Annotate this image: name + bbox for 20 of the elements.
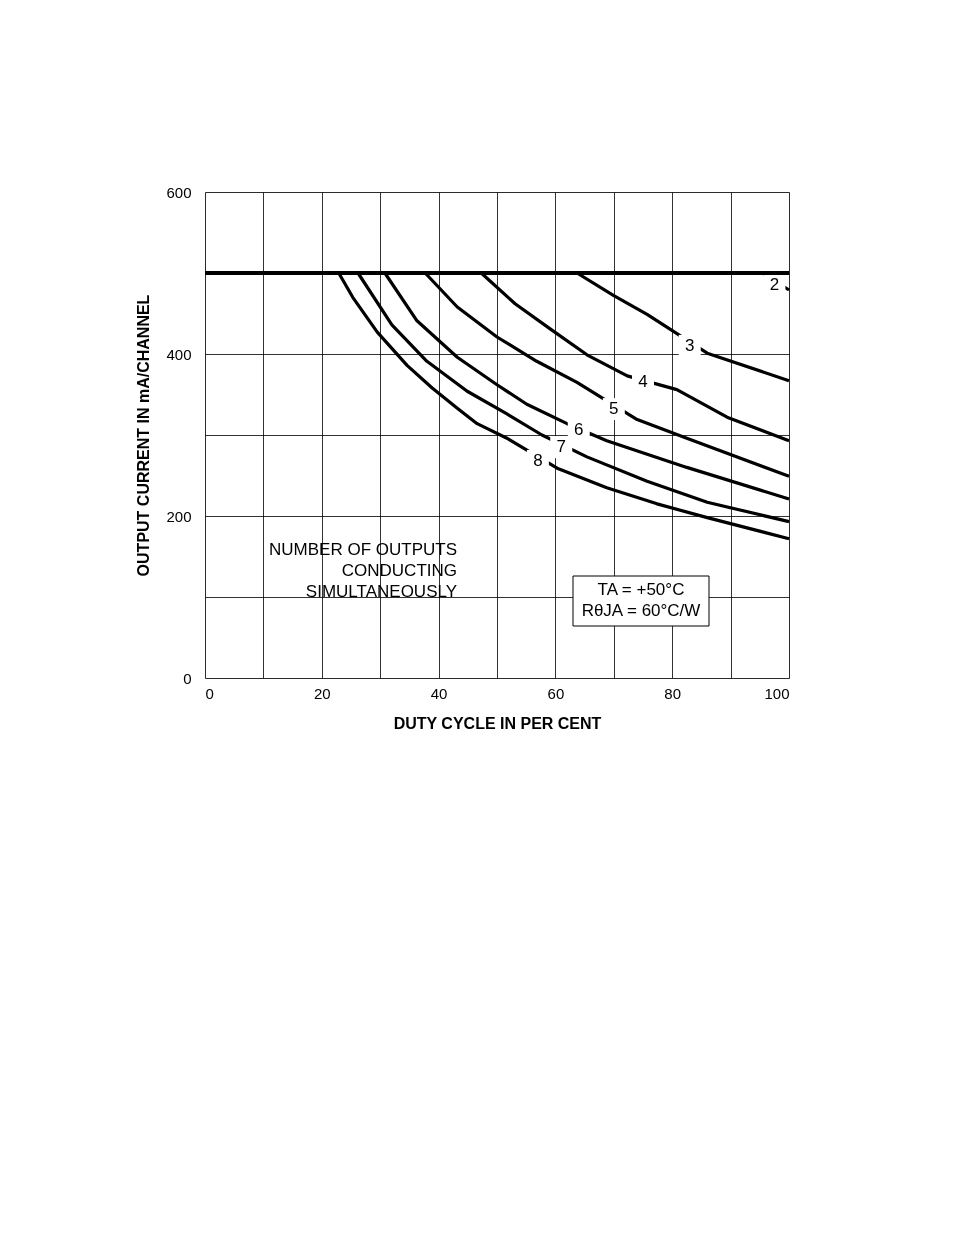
y-tick-label: 600	[166, 183, 192, 201]
x-axis-title: DUTY CYCLE IN PER CENT	[393, 714, 602, 732]
annotation: TA = +50°C RθJA = 60°C/W	[581, 580, 701, 620]
y-tick-label: 200	[166, 507, 192, 525]
x-tick-label: 100	[764, 684, 790, 702]
annotation: 3	[684, 335, 695, 355]
annotation: 8	[533, 450, 543, 470]
x-tick-label: 20	[313, 684, 331, 702]
y-axis-title: OUTPUT CURRENT IN mA/CHANNEL	[135, 294, 153, 577]
annotation: 7	[556, 437, 566, 457]
x-tick-label: 40	[430, 684, 448, 702]
y-tick-label: 0	[183, 669, 192, 687]
annotation: 2	[769, 275, 780, 295]
x-tick-label: 0	[205, 684, 214, 702]
x-tick-label: 60	[547, 684, 565, 702]
annotation: 6	[574, 420, 584, 440]
x-tick-label: 80	[664, 684, 682, 702]
annotation: 4	[638, 371, 648, 391]
y-tick-label: 400	[166, 345, 192, 363]
annotation: 5	[609, 399, 619, 419]
